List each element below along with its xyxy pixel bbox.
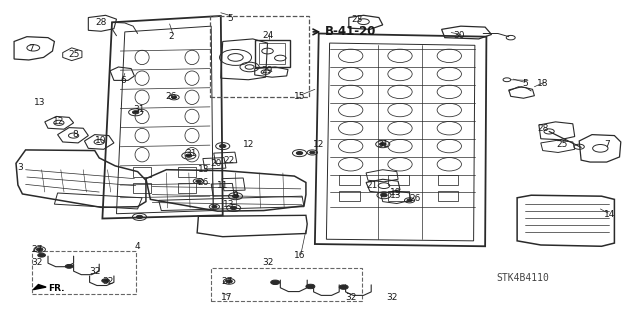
Text: 13: 13	[223, 200, 235, 209]
Bar	[178, 183, 196, 193]
Text: 26: 26	[198, 178, 209, 187]
Text: 5: 5	[228, 14, 233, 23]
Text: 21: 21	[367, 181, 378, 190]
Text: 2: 2	[169, 32, 174, 41]
Text: 25: 25	[556, 140, 568, 149]
Text: 4: 4	[135, 242, 140, 251]
Text: 32: 32	[89, 267, 100, 276]
Text: 6: 6	[120, 76, 125, 85]
Text: 7: 7	[28, 44, 33, 53]
Text: 18: 18	[537, 79, 548, 88]
Text: 31: 31	[377, 140, 388, 149]
Circle shape	[172, 96, 177, 99]
Bar	[255, 40, 290, 67]
Text: 7: 7	[604, 140, 609, 149]
Text: 32: 32	[102, 277, 113, 286]
Text: 25: 25	[68, 50, 79, 59]
Text: 32: 32	[345, 293, 356, 302]
Text: 23: 23	[351, 15, 363, 24]
Circle shape	[407, 199, 412, 202]
Text: 17: 17	[221, 293, 233, 302]
Text: 31: 31	[134, 105, 145, 114]
Circle shape	[212, 205, 217, 208]
Bar	[259, 43, 285, 64]
Polygon shape	[33, 285, 46, 290]
Circle shape	[186, 154, 192, 157]
Circle shape	[310, 151, 315, 154]
Text: FR.: FR.	[48, 284, 65, 293]
Text: 26: 26	[409, 194, 420, 203]
Circle shape	[136, 215, 143, 219]
Bar	[339, 175, 360, 185]
Text: 12: 12	[313, 140, 324, 149]
Circle shape	[132, 111, 139, 114]
Bar	[211, 268, 362, 301]
Circle shape	[296, 152, 303, 155]
Text: 15: 15	[294, 92, 305, 101]
Bar	[438, 191, 458, 201]
Text: 29: 29	[262, 66, 273, 75]
Circle shape	[380, 143, 386, 146]
Circle shape	[232, 195, 239, 198]
Text: 13: 13	[198, 165, 209, 174]
Text: 26: 26	[166, 92, 177, 101]
Circle shape	[65, 264, 73, 268]
Circle shape	[381, 194, 387, 197]
Bar	[133, 183, 151, 193]
Bar	[438, 175, 458, 185]
Circle shape	[339, 285, 348, 289]
Text: 28: 28	[537, 124, 548, 133]
Text: 22: 22	[223, 156, 235, 165]
Circle shape	[102, 279, 109, 283]
Text: STK4B4110: STK4B4110	[496, 272, 549, 283]
Bar	[178, 167, 196, 177]
Text: 30: 30	[454, 31, 465, 40]
Text: 3: 3	[18, 163, 23, 172]
Text: 28: 28	[95, 19, 107, 27]
Bar	[339, 191, 360, 201]
Text: 27: 27	[31, 245, 43, 254]
Text: 20: 20	[211, 159, 222, 168]
Text: B-41-20: B-41-20	[325, 26, 376, 38]
Circle shape	[220, 145, 226, 148]
Text: 27: 27	[221, 277, 233, 286]
Text: 24: 24	[262, 31, 273, 40]
Circle shape	[38, 253, 45, 257]
Text: 12: 12	[53, 117, 65, 126]
Bar	[133, 167, 151, 177]
Bar	[32, 251, 136, 294]
Text: 9: 9	[233, 191, 238, 200]
Circle shape	[271, 280, 280, 285]
Text: 31: 31	[185, 149, 196, 158]
Text: 13: 13	[34, 98, 45, 107]
Text: 11: 11	[217, 181, 228, 190]
Circle shape	[36, 248, 43, 251]
Text: 32: 32	[386, 293, 397, 302]
Bar	[388, 175, 409, 185]
Text: 16: 16	[294, 251, 305, 260]
Circle shape	[230, 206, 237, 210]
Text: 12: 12	[243, 140, 254, 149]
Text: 32: 32	[262, 258, 273, 267]
Circle shape	[306, 284, 315, 289]
Circle shape	[226, 280, 232, 283]
Circle shape	[196, 180, 201, 182]
Text: 19: 19	[390, 188, 401, 197]
Text: 10: 10	[95, 137, 107, 145]
Text: 13: 13	[390, 191, 401, 200]
Text: 8: 8	[73, 130, 78, 139]
Text: 14: 14	[604, 210, 615, 219]
Bar	[210, 16, 309, 97]
Text: 32: 32	[31, 258, 43, 267]
Text: 5: 5	[522, 79, 527, 88]
Bar	[388, 191, 409, 201]
